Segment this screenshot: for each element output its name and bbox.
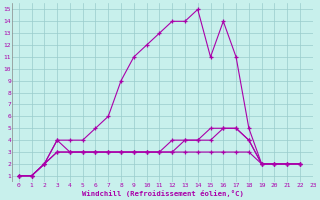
X-axis label: Windchill (Refroidissement éolien,°C): Windchill (Refroidissement éolien,°C) [82, 190, 244, 197]
